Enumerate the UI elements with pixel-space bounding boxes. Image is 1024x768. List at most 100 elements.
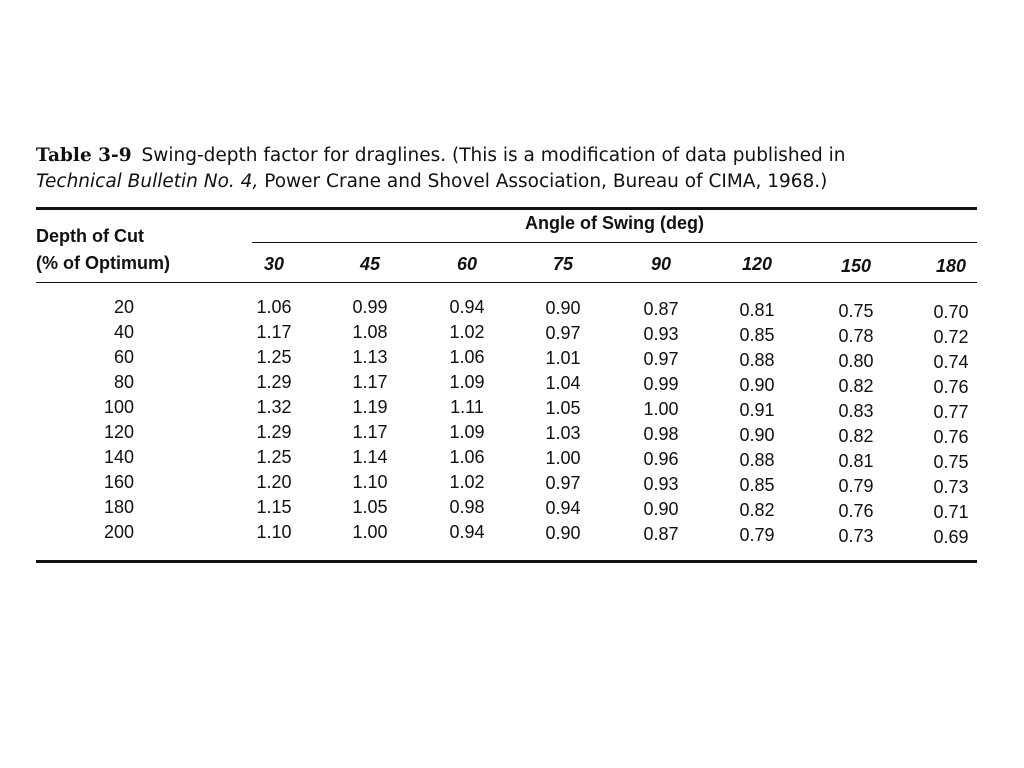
value-cell: 0.97 [545, 473, 581, 493]
stub-header-line1: Depth of Cut [36, 226, 144, 246]
value-cell: 1.00 [643, 399, 679, 419]
value-cell: 1.05 [545, 398, 581, 418]
depth-cell: 100 [103, 397, 134, 417]
value-cell: 1.29 [256, 422, 292, 442]
value-cell: 0.82 [838, 376, 874, 396]
value-cell: 0.76 [838, 501, 874, 521]
value-cell: 0.81 [739, 300, 775, 320]
depth-cell: 40 [113, 322, 134, 342]
value-cell: 0.90 [545, 298, 581, 318]
column-header: 90 [650, 254, 672, 274]
value-cell: 1.04 [545, 373, 581, 393]
caption-text: Swing-depth factor for draglines. (This … [141, 145, 846, 166]
value-cell: 1.09 [449, 372, 485, 392]
spanner-header: Angle of Swing (deg) [525, 213, 704, 233]
value-cell: 0.88 [739, 350, 775, 370]
depth-cell: 120 [103, 422, 134, 442]
value-cell: 0.83 [838, 401, 874, 421]
value-cell: 1.19 [352, 397, 388, 417]
value-cell: 0.87 [643, 524, 679, 544]
value-cell: 0.78 [838, 326, 874, 346]
column-header: 45 [359, 254, 381, 274]
value-cell: 1.17 [352, 422, 388, 442]
value-cell: 0.90 [643, 499, 679, 519]
table-row: 100 1.32 1.19 1.11 1.05 1.00 0.91 0.83 0.77 [0, 396, 1024, 422]
value-cell: 0.77 [933, 402, 969, 422]
value-cell: 1.06 [449, 347, 485, 367]
table-row: 20 1.06 0.99 0.94 0.90 0.87 0.81 0.75 0.70 [0, 296, 1024, 322]
value-cell: 1.17 [256, 322, 292, 342]
value-cell: 1.05 [352, 497, 388, 517]
column-header: 30 [263, 254, 285, 274]
caption-citation-rest: Power Crane and Shovel Association, Bure… [264, 171, 828, 192]
value-cell: 0.85 [739, 475, 775, 495]
table-label: Table 3-9 [36, 145, 132, 166]
value-cell: 0.71 [933, 502, 969, 522]
value-cell: 0.94 [545, 498, 581, 518]
spanner-rule [252, 242, 977, 243]
value-cell: 0.93 [643, 474, 679, 494]
table-row: 80 1.29 1.17 1.09 1.04 0.99 0.90 0.82 0.76 [0, 371, 1024, 397]
value-cell: 0.74 [933, 352, 969, 372]
value-cell: 0.94 [449, 522, 485, 542]
value-cell: 0.94 [449, 297, 485, 317]
value-cell: 0.90 [545, 523, 581, 543]
value-cell: 0.90 [739, 425, 775, 445]
table-row: 140 1.25 1.14 1.06 1.00 0.96 0.88 0.81 0.75 [0, 446, 1024, 472]
table-body: 20 1.06 0.99 0.94 0.90 0.87 0.81 0.75 0.70 40 1.17… [0, 296, 1024, 547]
depth-cell: 20 [113, 297, 134, 317]
value-cell: 1.11 [450, 397, 484, 417]
value-cell: 0.79 [838, 476, 874, 496]
depth-cell: 180 [103, 497, 134, 517]
value-cell: 1.02 [449, 322, 485, 342]
value-cell: 0.69 [933, 527, 969, 547]
value-cell: 0.72 [933, 327, 969, 347]
value-cell: 0.76 [933, 427, 969, 447]
column-header: 75 [552, 254, 574, 274]
value-cell: 1.25 [256, 447, 292, 467]
depth-cell: 200 [103, 522, 134, 542]
value-cell: 1.09 [449, 422, 485, 442]
table-row: 60 1.25 1.13 1.06 1.01 0.97 0.88 0.80 0.74 [0, 346, 1024, 372]
depth-cell: 140 [103, 447, 134, 467]
value-cell: 1.10 [256, 522, 292, 542]
value-cell: 0.80 [838, 351, 874, 371]
depth-cell: 80 [113, 372, 134, 392]
value-cell: 0.75 [838, 301, 874, 321]
value-cell: 1.10 [352, 472, 388, 492]
value-cell: 0.93 [643, 324, 679, 344]
table-row: 40 1.17 1.08 1.02 0.97 0.93 0.85 0.78 0.72 [0, 321, 1024, 347]
value-cell: 0.85 [739, 325, 775, 345]
value-cell: 1.08 [352, 322, 388, 342]
value-cell: 0.97 [643, 349, 679, 369]
value-cell: 0.91 [739, 400, 775, 420]
value-cell: 1.06 [449, 447, 485, 467]
value-cell: 0.99 [643, 374, 679, 394]
depth-cell: 60 [113, 347, 134, 367]
value-cell: 1.13 [352, 347, 388, 367]
value-cell: 1.29 [256, 372, 292, 392]
table-top-rule [36, 207, 977, 210]
value-cell: 0.76 [933, 377, 969, 397]
table-row: 200 1.10 1.00 0.94 0.90 0.87 0.79 0.73 0.69 [0, 521, 1024, 547]
value-cell: 1.25 [256, 347, 292, 367]
value-cell: 0.70 [933, 302, 969, 322]
value-cell: 1.15 [256, 497, 292, 517]
table-row: 180 1.15 1.05 0.98 0.94 0.90 0.82 0.76 0.71 [0, 496, 1024, 522]
value-cell: 1.06 [256, 297, 292, 317]
table-caption: Table 3-9 Swing-depth factor for draglin… [36, 143, 956, 195]
header-rule [36, 282, 977, 283]
value-cell: 0.75 [933, 452, 969, 472]
value-cell: 1.02 [449, 472, 485, 492]
caption-citation-title: Technical Bulletin No. 4, [36, 171, 259, 192]
value-cell: 1.20 [256, 472, 292, 492]
value-cell: 0.90 [739, 375, 775, 395]
table-row: 120 1.29 1.17 1.09 1.03 0.98 0.90 0.82 0.76 [0, 421, 1024, 447]
value-cell: 1.00 [545, 448, 581, 468]
value-cell: 1.14 [352, 447, 388, 467]
column-header: 60 [456, 254, 478, 274]
value-cell: 1.17 [352, 372, 388, 392]
value-cell: 0.87 [643, 299, 679, 319]
table-row: 160 1.20 1.10 1.02 0.97 0.93 0.85 0.79 0.73 [0, 471, 1024, 497]
